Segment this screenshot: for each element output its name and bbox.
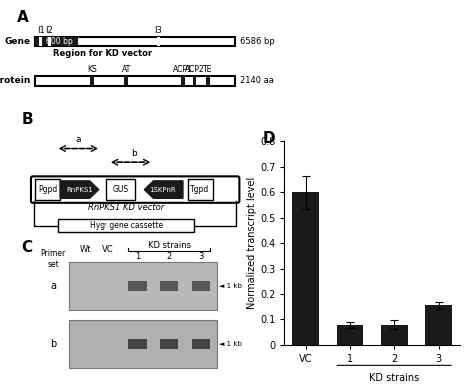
Bar xyxy=(58,219,194,232)
Bar xyxy=(35,37,235,47)
Bar xyxy=(90,76,94,85)
Text: Primer
set: Primer set xyxy=(41,249,66,269)
Text: Region for KD vector: Region for KD vector xyxy=(53,49,153,58)
Bar xyxy=(39,37,42,47)
Bar xyxy=(206,76,210,85)
Bar xyxy=(69,320,217,368)
Text: a: a xyxy=(75,135,81,144)
Text: GUS: GUS xyxy=(112,185,128,194)
Bar xyxy=(106,179,135,200)
Bar xyxy=(35,37,78,47)
Text: Wt: Wt xyxy=(79,245,91,254)
Bar xyxy=(181,76,185,85)
Text: 1SKPnR: 1SKPnR xyxy=(149,187,176,192)
Text: 6586 bp: 6586 bp xyxy=(240,37,274,46)
Text: 2: 2 xyxy=(167,252,172,261)
Bar xyxy=(160,281,178,290)
Text: AT: AT xyxy=(121,65,131,74)
Bar xyxy=(124,76,128,85)
Text: b: b xyxy=(50,339,56,349)
Text: Gene: Gene xyxy=(4,37,30,46)
Text: C: C xyxy=(21,240,33,255)
Text: KD strains: KD strains xyxy=(369,374,419,383)
Text: 3: 3 xyxy=(199,252,204,261)
Text: b: b xyxy=(131,149,137,158)
Bar xyxy=(188,179,212,200)
Text: RnPKS1 KD vector: RnPKS1 KD vector xyxy=(88,203,164,212)
Text: ◄ 1 kb: ◄ 1 kb xyxy=(219,283,242,289)
Text: I3: I3 xyxy=(154,25,162,34)
Text: Tgpd: Tgpd xyxy=(191,185,210,194)
Bar xyxy=(192,281,210,290)
Bar xyxy=(157,37,160,47)
Bar xyxy=(192,76,196,85)
Text: 2140 aa: 2140 aa xyxy=(240,76,273,85)
Text: KD strains: KD strains xyxy=(148,241,191,250)
Bar xyxy=(128,339,146,348)
Text: I1: I1 xyxy=(37,25,45,34)
Text: I2: I2 xyxy=(45,25,53,34)
Text: ◄ 1 kb: ◄ 1 kb xyxy=(219,341,242,347)
Text: ACP1: ACP1 xyxy=(173,65,193,74)
Y-axis label: Normalized transcript level: Normalized transcript level xyxy=(247,177,257,309)
Text: VC: VC xyxy=(102,245,114,254)
Bar xyxy=(128,281,146,290)
Text: B: B xyxy=(21,112,33,127)
Bar xyxy=(425,305,452,345)
Text: D: D xyxy=(263,131,276,146)
Text: Pgpd: Pgpd xyxy=(38,185,57,194)
Bar xyxy=(35,76,235,85)
Text: RnPKS1: RnPKS1 xyxy=(66,187,93,192)
FancyBboxPatch shape xyxy=(31,176,239,203)
Bar xyxy=(35,179,60,200)
Text: Protein: Protein xyxy=(0,76,30,85)
Text: TE: TE xyxy=(203,65,213,74)
Bar xyxy=(292,192,319,345)
Text: 600 bp: 600 bp xyxy=(46,37,73,46)
Bar xyxy=(381,325,408,345)
Bar xyxy=(69,262,217,310)
Text: Hygʳ gene cassette: Hygʳ gene cassette xyxy=(90,221,163,230)
Bar xyxy=(160,339,178,348)
Text: ACP2: ACP2 xyxy=(184,65,204,74)
Bar xyxy=(47,37,51,47)
Bar xyxy=(337,325,363,345)
FancyArrow shape xyxy=(60,181,99,198)
Bar xyxy=(192,339,210,348)
Text: a: a xyxy=(50,281,56,291)
Text: 1: 1 xyxy=(135,252,140,261)
Text: A: A xyxy=(17,9,28,25)
Text: KS: KS xyxy=(87,65,97,74)
FancyArrow shape xyxy=(144,181,183,198)
